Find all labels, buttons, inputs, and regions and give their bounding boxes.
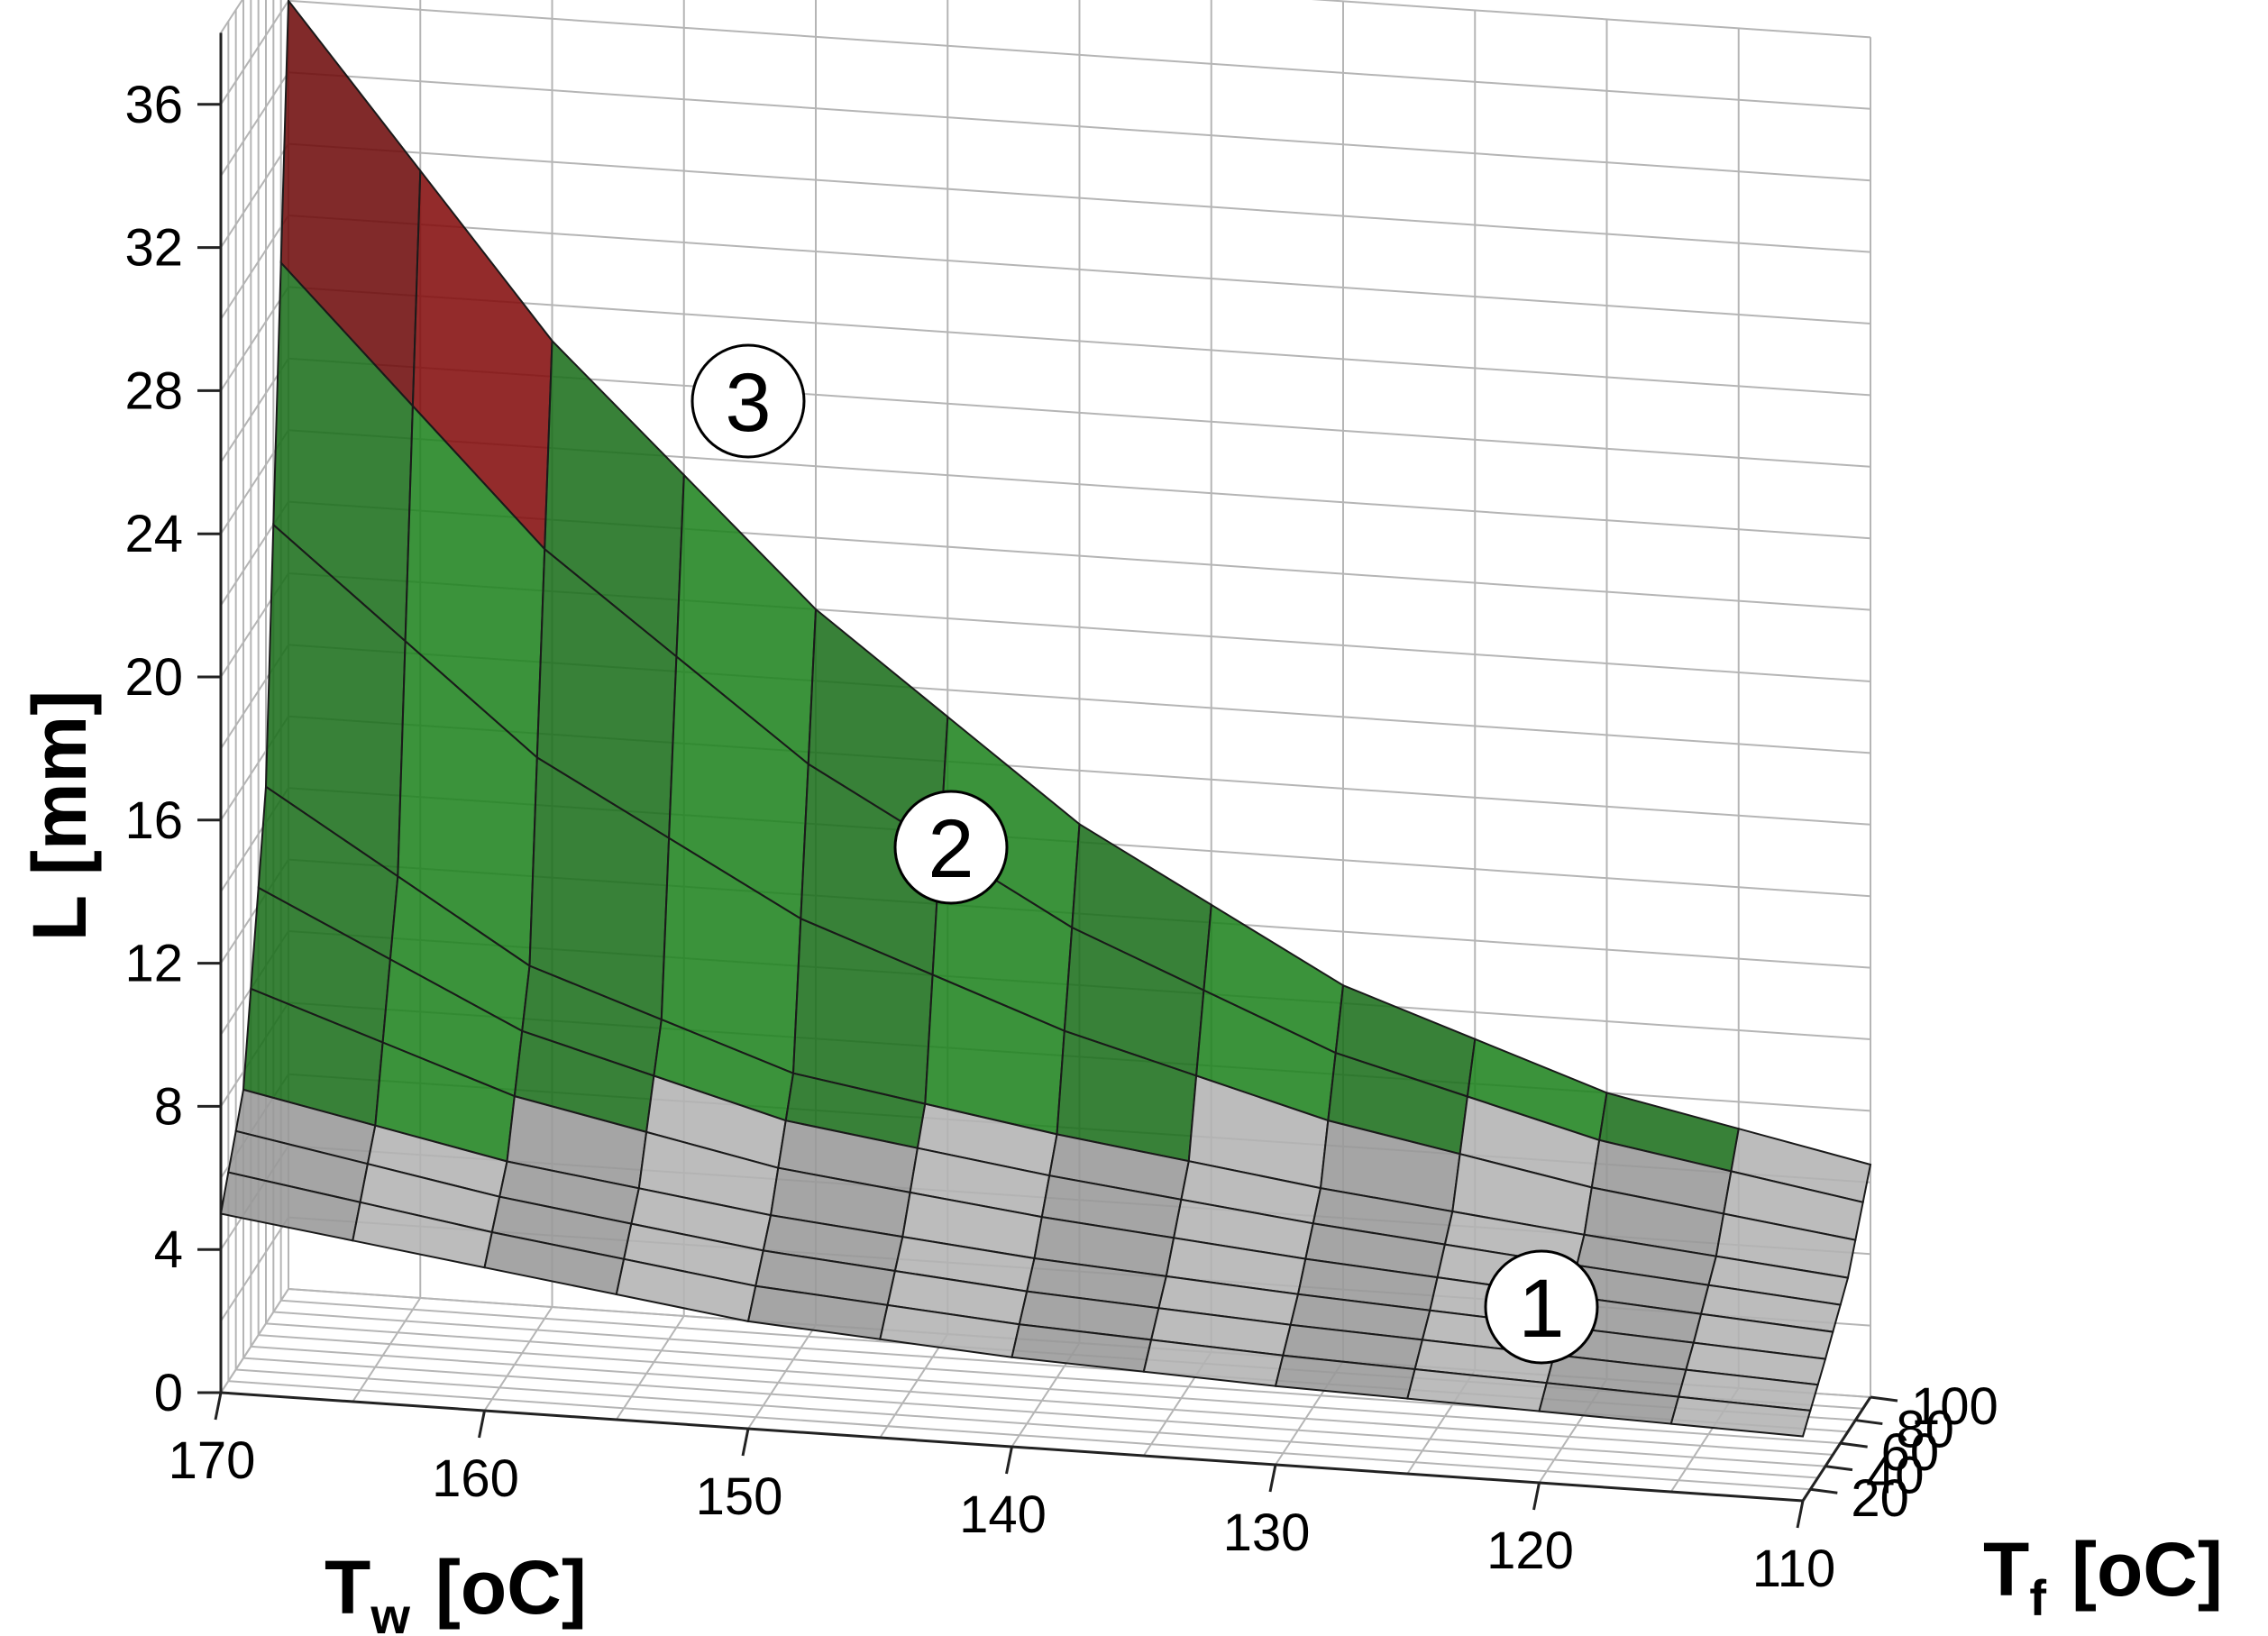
y-axis-title-sub: f <box>2029 1569 2046 1626</box>
region-label-2: 2 <box>893 790 1009 905</box>
x-axis-title: Tw [oC] <box>325 1545 587 1636</box>
x-tick-mark <box>478 1410 486 1439</box>
y-axis-line <box>1801 1396 1872 1502</box>
x-tick-label: 130 <box>1223 1503 1311 1562</box>
z-tick-label: 32 <box>124 219 183 278</box>
x-tick-label: 150 <box>696 1467 783 1526</box>
x-tick-label: 160 <box>432 1449 519 1508</box>
x-tick-mark <box>214 1392 223 1421</box>
z-tick-label: 12 <box>124 935 183 993</box>
grid-line <box>251 1345 1834 1456</box>
grid-line <box>879 1333 949 1439</box>
y-tick-label: 100 <box>1911 1377 1998 1436</box>
y-tick-mark <box>1855 1419 1883 1426</box>
svg-text:2: 2 <box>928 803 974 895</box>
grid-line <box>288 286 1871 397</box>
grid-line <box>220 286 289 391</box>
y-axis-title: Tf [oC] <box>1983 1527 2223 1626</box>
region-labels: 3 2 1 <box>690 343 1599 1365</box>
x-axis-title-main: T <box>325 1545 370 1630</box>
svg-text:1: 1 <box>1518 1263 1564 1355</box>
y-axis-title-unit: [oC] <box>2071 1527 2223 1612</box>
grid-line <box>220 0 289 105</box>
grid-line <box>220 71 289 177</box>
svg-text:Tw[oC]: Tw [oC] <box>325 1545 587 1636</box>
region-label-3: 3 <box>690 343 806 459</box>
grid-line <box>1311 0 1871 39</box>
grid-line <box>288 142 1871 253</box>
surface <box>219 0 1872 1438</box>
x-tick-label: 140 <box>959 1485 1047 1544</box>
y-tick-label: 20 <box>1851 1469 1909 1528</box>
grid-line <box>220 1217 289 1322</box>
grid-line <box>258 1334 1841 1445</box>
x-tick-label: 120 <box>1486 1522 1574 1580</box>
surface-cell <box>1669 1395 1812 1438</box>
z-tick-label: 36 <box>124 76 183 134</box>
z-tick-label: 8 <box>154 1077 183 1136</box>
y-tick-label: 40 <box>1866 1447 1925 1505</box>
x-tick-label: 170 <box>169 1431 256 1490</box>
x-axis-title-sub: w <box>370 1587 410 1636</box>
y-tick-label: 60 <box>1881 1423 1940 1482</box>
z-tick-label: 0 <box>154 1364 183 1422</box>
z-tick-label: 4 <box>154 1220 183 1279</box>
x-tick-mark <box>741 1428 750 1457</box>
grid-line <box>747 1324 817 1430</box>
y-tick-label: 80 <box>1896 1401 1954 1459</box>
z-tick-label: 24 <box>124 505 183 563</box>
svg-text:3: 3 <box>725 357 771 449</box>
z-tick-label: 16 <box>124 791 183 850</box>
grid-line <box>235 1368 1818 1479</box>
grid-line <box>228 1380 1811 1491</box>
grid-line <box>220 143 289 249</box>
svg-text:Tf[oC]: Tf [oC] <box>1983 1527 2223 1626</box>
z-tick-label: 28 <box>124 361 183 420</box>
y-tick-mark <box>1810 1487 1838 1494</box>
region-label-1: 1 <box>1484 1249 1599 1365</box>
grid-line <box>288 215 1871 324</box>
y-tick-mark <box>1840 1441 1868 1449</box>
grid-line <box>288 0 1871 110</box>
x-tick-mark <box>1268 1464 1277 1493</box>
y-axis-title-main: T <box>1983 1527 2029 1612</box>
x-tick-label: 110 <box>1752 1540 1835 1598</box>
y-tick-mark <box>1824 1465 1853 1472</box>
grid-line <box>220 1288 289 1394</box>
grid-line <box>483 1306 553 1412</box>
grid-line <box>242 1357 1826 1467</box>
x-tick-mark <box>1005 1446 1013 1475</box>
y-tick-mark <box>1870 1395 1898 1403</box>
grid-line <box>615 1315 685 1421</box>
grid-line <box>220 215 289 320</box>
z-axis-title: L [mm] <box>17 690 102 941</box>
grid-line <box>352 1297 422 1403</box>
x-tick-mark <box>1796 1500 1805 1529</box>
z-tick-label: 20 <box>124 648 183 707</box>
x-axis-title-unit: [oC] <box>435 1545 587 1630</box>
grid-line <box>288 71 1871 182</box>
x-tick-mark <box>1532 1482 1541 1511</box>
grid-line <box>220 0 243 33</box>
